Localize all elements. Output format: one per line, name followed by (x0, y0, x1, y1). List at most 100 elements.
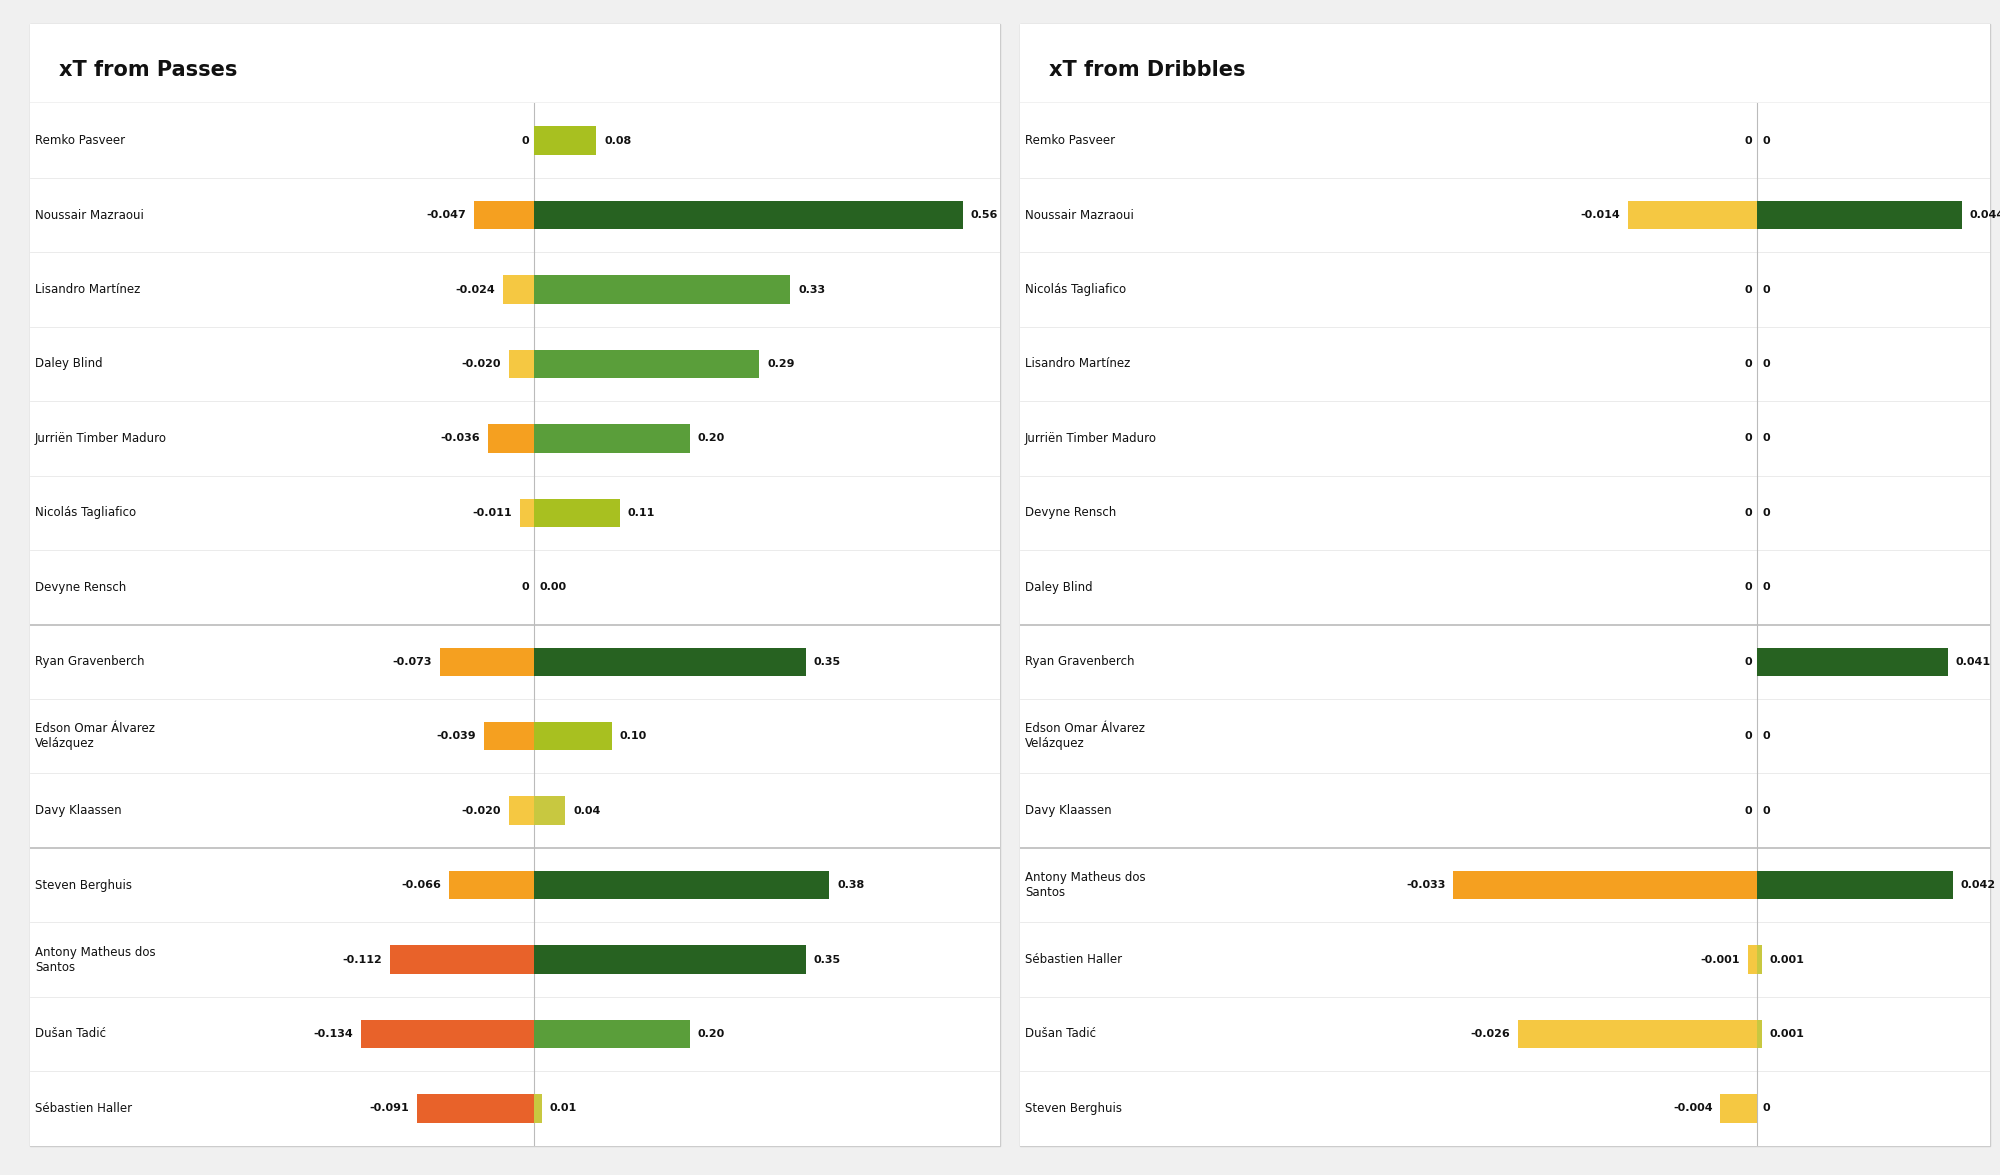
Text: Remko Pasveer: Remko Pasveer (1024, 134, 1114, 147)
Bar (520, 498, 534, 528)
Bar (534, 498, 620, 528)
Text: -0.073: -0.073 (392, 657, 432, 666)
Bar (484, 721, 534, 751)
Text: Lisandro Martínez: Lisandro Martínez (34, 283, 140, 296)
Text: Sébastien Haller: Sébastien Haller (1024, 953, 1122, 966)
Text: 0.041: 0.041 (1956, 657, 1990, 666)
Bar (1454, 871, 1758, 899)
Bar (534, 1020, 690, 1048)
Text: 0.35: 0.35 (814, 954, 840, 965)
Text: 0: 0 (1762, 358, 1770, 369)
Text: Devyne Rensch: Devyne Rensch (34, 580, 126, 593)
Text: 0: 0 (1744, 284, 1752, 295)
Text: 0.001: 0.001 (1770, 1029, 1804, 1039)
Text: 0.08: 0.08 (604, 135, 632, 146)
Text: 0: 0 (1762, 508, 1770, 518)
Bar (1758, 201, 1962, 229)
Bar (534, 275, 790, 303)
Text: -0.047: -0.047 (426, 210, 466, 220)
Bar (534, 647, 806, 676)
Text: 0: 0 (1762, 583, 1770, 592)
Text: 0.01: 0.01 (550, 1103, 578, 1114)
Text: Antony Matheus dos
Santos: Antony Matheus dos Santos (1024, 871, 1146, 899)
Bar (1628, 201, 1758, 229)
Bar (1758, 946, 1762, 974)
Bar (534, 424, 690, 452)
Bar (1720, 1094, 1758, 1122)
Bar (534, 350, 760, 378)
Text: Dušan Tadić: Dušan Tadić (1024, 1027, 1096, 1040)
Text: 0: 0 (1762, 135, 1770, 146)
Text: Jurriën Timber Maduro: Jurriën Timber Maduro (1024, 432, 1156, 445)
Text: 0.33: 0.33 (798, 284, 826, 295)
Text: 0: 0 (1762, 434, 1770, 443)
Text: Devyne Rensch: Devyne Rensch (1024, 506, 1116, 519)
Text: 0: 0 (1744, 731, 1752, 741)
Bar (534, 1094, 542, 1122)
Bar (1758, 1020, 1762, 1048)
Text: 0.20: 0.20 (698, 1029, 724, 1039)
Bar (534, 946, 806, 974)
Text: -0.001: -0.001 (1700, 954, 1740, 965)
Text: 0.56: 0.56 (970, 210, 998, 220)
Text: Davy Klaassen: Davy Klaassen (34, 804, 122, 817)
Text: -0.014: -0.014 (1580, 210, 1620, 220)
Text: 0: 0 (1744, 358, 1752, 369)
Bar (508, 350, 534, 378)
Text: -0.036: -0.036 (440, 434, 480, 443)
Bar (474, 201, 534, 229)
Bar (1748, 946, 1758, 974)
Text: Antony Matheus dos
Santos: Antony Matheus dos Santos (34, 946, 156, 974)
Text: Steven Berghuis: Steven Berghuis (1024, 1102, 1122, 1115)
Bar (508, 797, 534, 825)
Text: 0: 0 (1744, 508, 1752, 518)
Text: -0.134: -0.134 (314, 1029, 354, 1039)
Text: -0.026: -0.026 (1470, 1029, 1510, 1039)
Text: 0.04: 0.04 (574, 806, 600, 815)
Bar (534, 127, 596, 155)
Text: Noussair Mazraoui: Noussair Mazraoui (1024, 209, 1134, 222)
Text: -0.112: -0.112 (342, 954, 382, 965)
Text: 0.001: 0.001 (1770, 954, 1804, 965)
Bar (488, 424, 534, 452)
Bar (362, 1020, 534, 1048)
Bar (534, 871, 830, 899)
Text: Sébastien Haller: Sébastien Haller (34, 1102, 132, 1115)
Text: 0: 0 (522, 135, 530, 146)
Text: Jurriën Timber Maduro: Jurriën Timber Maduro (34, 432, 166, 445)
Text: 0: 0 (1744, 806, 1752, 815)
Text: -0.091: -0.091 (370, 1103, 408, 1114)
Text: -0.039: -0.039 (436, 731, 476, 741)
Text: 0: 0 (1762, 1103, 1770, 1114)
Text: -0.024: -0.024 (456, 284, 496, 295)
Bar (1518, 1020, 1758, 1048)
Bar (534, 721, 612, 751)
Text: -0.004: -0.004 (1672, 1103, 1712, 1114)
Text: 0.044: 0.044 (1970, 210, 2000, 220)
Bar (390, 946, 534, 974)
Text: 0: 0 (1744, 657, 1752, 666)
Text: 0.11: 0.11 (628, 508, 654, 518)
Text: Ryan Gravenberch: Ryan Gravenberch (1024, 656, 1134, 669)
Text: xT from Passes: xT from Passes (60, 60, 238, 80)
Text: -0.020: -0.020 (462, 806, 500, 815)
Bar (534, 797, 566, 825)
Text: 0.10: 0.10 (620, 731, 648, 741)
Bar (1758, 647, 1948, 676)
Bar (1758, 871, 1952, 899)
Bar (534, 201, 962, 229)
Text: Edson Omar Álvarez
Velázquez: Edson Omar Álvarez Velázquez (1024, 723, 1144, 750)
Text: xT from Dribbles: xT from Dribbles (1050, 60, 1246, 80)
Text: 0.00: 0.00 (540, 583, 566, 592)
Text: 0.38: 0.38 (838, 880, 864, 891)
Text: Daley Blind: Daley Blind (1024, 580, 1092, 593)
Text: Lisandro Martínez: Lisandro Martínez (1024, 357, 1130, 370)
Text: Remko Pasveer: Remko Pasveer (34, 134, 124, 147)
Bar (416, 1094, 534, 1122)
Text: -0.033: -0.033 (1406, 880, 1446, 891)
Text: 0.35: 0.35 (814, 657, 840, 666)
Bar (440, 647, 534, 676)
Text: 0.29: 0.29 (768, 358, 794, 369)
Text: 0.20: 0.20 (698, 434, 724, 443)
Text: 0: 0 (522, 583, 530, 592)
